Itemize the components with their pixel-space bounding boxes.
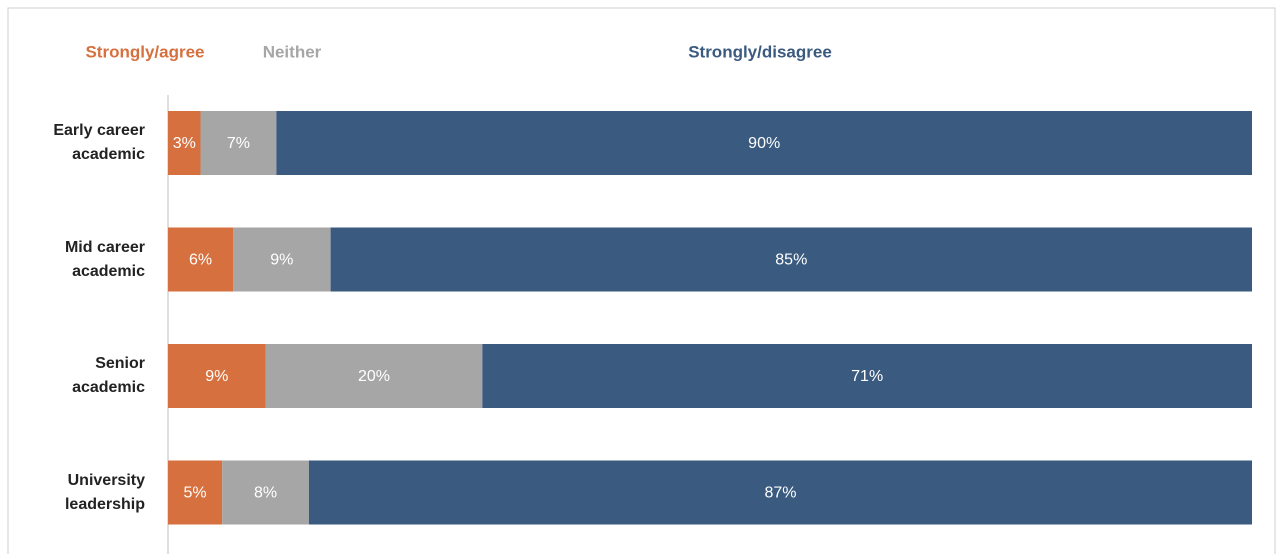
bar-segment [168,460,223,525]
value-label: 3% [173,135,196,152]
category-label: University leadership [64,471,145,513]
bar-segment [482,344,1252,408]
value-label: 9% [270,252,293,269]
value-label: 8% [254,485,277,502]
bar-segment [233,227,331,292]
value-label: 90% [748,135,780,152]
value-label: 5% [184,485,207,502]
bar-segment [330,227,1253,292]
bar-segment [276,111,1252,175]
bar-segment [168,344,266,408]
frame [7,7,1276,554]
value-label: 71% [851,368,883,385]
value-label: 85% [775,252,807,269]
bar-segment [308,460,1252,525]
value-label: 87% [764,485,796,502]
legend-entry: Strongly/disagree [688,42,832,61]
value-label: 20% [358,368,390,385]
bar-segment [265,344,483,408]
category-label: Mid career academic [64,238,145,280]
category-label: Senior academic [72,355,145,396]
legend-entry: Neither [263,42,322,61]
bar-segment [200,111,277,175]
bar-segment [168,111,201,175]
category-label: Early career academic [53,122,145,163]
legend-entry: Strongly/agree [85,42,204,61]
value-label: 6% [189,252,212,269]
value-label: 7% [227,135,250,152]
bar-segment [222,460,309,525]
value-label: 9% [205,368,228,385]
bar-segment [168,227,234,292]
